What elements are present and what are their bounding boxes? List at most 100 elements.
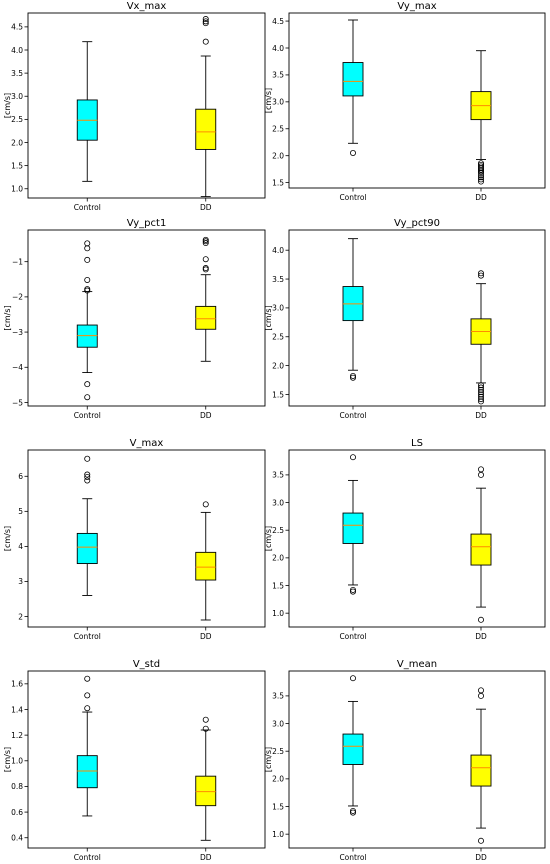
y-tick-label: −2 xyxy=(12,293,23,302)
outlier-point xyxy=(477,616,484,623)
y-tick-label: 2.5 xyxy=(11,115,23,124)
plot-frame xyxy=(288,12,546,189)
outlier-point xyxy=(477,270,484,277)
outlier-point xyxy=(202,716,209,723)
chart-title: V_mean xyxy=(397,659,437,670)
outlier-point xyxy=(84,276,91,283)
y-tick-label: 2.0 xyxy=(272,361,284,370)
outlier-point xyxy=(84,477,91,484)
chart-panel: LS [cm/s] 1.0 1.5 2.0 2.5 3.0 3.5 Control DD xyxy=(264,438,546,641)
outlier-point xyxy=(202,18,209,25)
outlier-point xyxy=(477,178,484,185)
outlier-point xyxy=(202,38,209,45)
y-tick-label: 5 xyxy=(18,507,23,516)
plot-frame xyxy=(27,12,266,199)
box-dd xyxy=(470,270,492,405)
y-axis-label: [cm/s] xyxy=(264,747,273,772)
outlier-point xyxy=(477,398,484,405)
iqr-box xyxy=(195,551,217,581)
outlier-point xyxy=(202,236,209,243)
chart-panel: V_max [cm/s] 2 3 4 5 6 Control DD xyxy=(3,438,266,641)
y-tick-label: −5 xyxy=(12,398,23,407)
outlier-point xyxy=(477,692,484,699)
y-tick-label: 1.2 xyxy=(11,731,23,740)
iqr-box xyxy=(342,512,364,544)
chart-title: V_max xyxy=(130,438,164,449)
y-tick-label: 3 xyxy=(18,577,23,586)
outlier-point xyxy=(84,705,91,712)
y-tick-label: 1.4 xyxy=(11,705,23,714)
y-tick-label: −4 xyxy=(12,363,23,372)
x-tick-label: DD xyxy=(475,411,487,420)
box-control xyxy=(342,454,364,595)
y-tick-label: 6 xyxy=(18,472,23,481)
x-tick-label: DD xyxy=(200,203,212,212)
outlier-point xyxy=(477,160,484,167)
y-tick-label: 4.0 xyxy=(272,44,284,53)
y-tick-label: 4.5 xyxy=(272,17,284,26)
y-tick-label: 3.5 xyxy=(272,275,284,284)
iqr-box xyxy=(342,62,364,97)
y-tick-label: 4.0 xyxy=(272,246,284,255)
outlier-point xyxy=(84,692,91,699)
chart-panel: V_mean [cm/s] 1.0 1.5 2.0 2.5 3.0 3.5 Control DD xyxy=(264,659,546,862)
outlier-point xyxy=(84,256,91,263)
x-tick-label: DD xyxy=(200,411,212,420)
outlier-point xyxy=(349,807,356,814)
iqr-box xyxy=(195,775,217,807)
y-tick-label: 0.8 xyxy=(11,782,23,791)
outlier-point xyxy=(477,163,484,170)
outlier-point xyxy=(349,149,356,156)
box-dd xyxy=(470,466,492,623)
outlier-point xyxy=(202,20,209,27)
outlier-point xyxy=(84,394,91,401)
box-control xyxy=(342,19,364,156)
outlier-point xyxy=(84,473,91,480)
y-tick-label: 2.0 xyxy=(272,775,284,784)
outlier-point xyxy=(202,240,209,247)
chart-panel: Vy_max [cm/s] 1.5 2.0 2.5 3.0 3.5 4.0 4.5 Control… xyxy=(264,1,546,202)
chart-title: Vx_max xyxy=(127,1,167,12)
plot-frame xyxy=(288,449,546,628)
outlier-point xyxy=(477,386,484,393)
outlier-point xyxy=(349,809,356,816)
y-tick-label: 1.5 xyxy=(272,178,284,187)
outlier-point xyxy=(84,240,91,247)
y-tick-label: 1.0 xyxy=(272,609,284,618)
outlier-point xyxy=(84,675,91,682)
y-tick-label: 3.0 xyxy=(272,498,284,507)
y-tick-label: 1.5 xyxy=(272,390,284,399)
y-tick-label: 3.0 xyxy=(11,92,23,101)
box-control xyxy=(342,238,364,381)
y-tick-label: 3.5 xyxy=(272,71,284,80)
outlier-point xyxy=(477,161,484,168)
chart-panel: Vy_pct1 [cm/s] −5 −4 −3 −2 −1 Control DD xyxy=(3,218,266,420)
y-tick-label: 2.0 xyxy=(272,554,284,563)
outlier-point xyxy=(349,675,356,682)
y-tick-label: 3.5 xyxy=(272,692,284,701)
y-tick-label: 4 xyxy=(18,542,23,551)
outlier-point xyxy=(202,725,209,732)
y-tick-label: 2.5 xyxy=(272,747,284,756)
y-axis-label: [cm/s] xyxy=(264,88,273,113)
y-tick-label: 1.5 xyxy=(272,802,284,811)
outlier-point xyxy=(477,391,484,398)
y-tick-label: 3.5 xyxy=(11,69,23,78)
outlier-point xyxy=(349,586,356,593)
plot-frame xyxy=(288,229,546,407)
outlier-point xyxy=(477,389,484,396)
outlier-point xyxy=(202,16,209,23)
box-dd xyxy=(195,501,217,621)
y-tick-label: 3.5 xyxy=(272,471,284,480)
x-tick-label: DD xyxy=(475,193,487,202)
x-tick-label: Control xyxy=(339,632,366,641)
y-axis-label: [cm/s] xyxy=(264,526,273,551)
iqr-box xyxy=(195,108,217,150)
y-axis-label: [cm/s] xyxy=(264,305,273,330)
outlier-point xyxy=(349,374,356,381)
x-tick-label: DD xyxy=(200,853,212,862)
iqr-box xyxy=(76,532,98,565)
chart-title: Vy_pct90 xyxy=(394,218,440,229)
y-tick-label: 2 xyxy=(18,612,23,621)
